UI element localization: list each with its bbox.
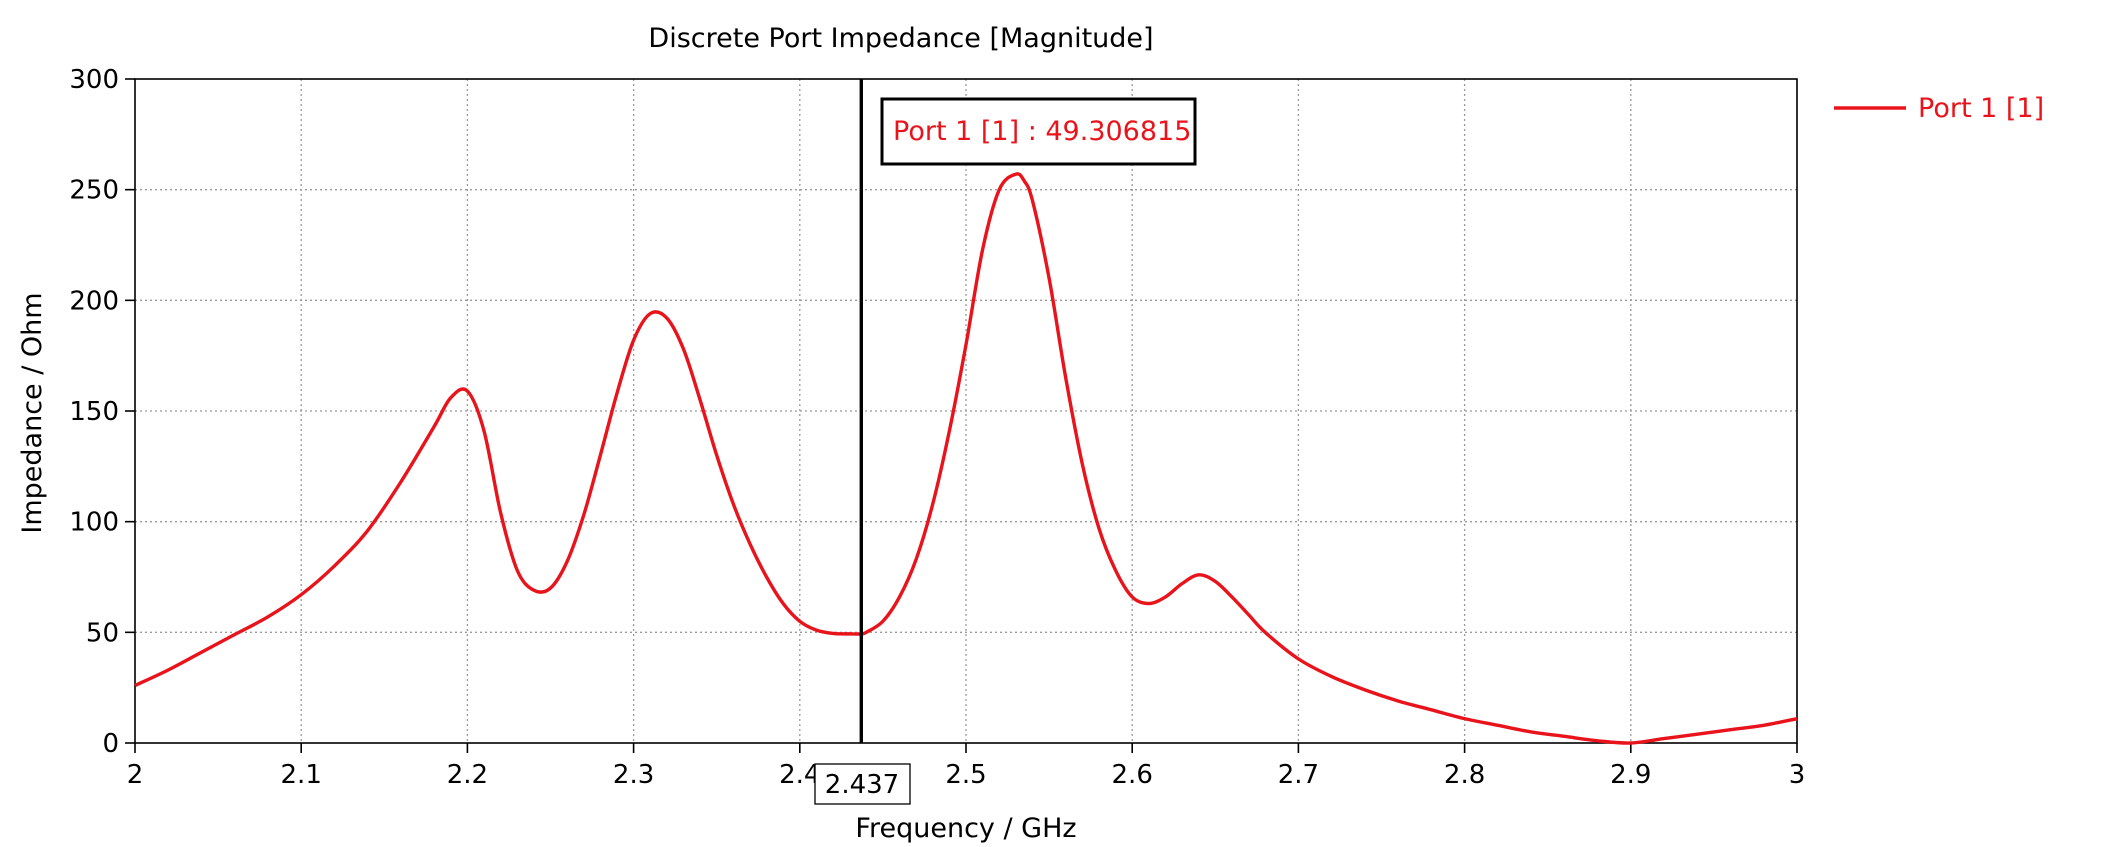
- y-tick-label: 50: [86, 618, 119, 648]
- chart-title: Discrete Port Impedance [Magnitude]: [648, 23, 1153, 54]
- x-axis-title: Frequency / GHz: [855, 813, 1076, 844]
- series-line-port-1: [134, 172, 1798, 745]
- x-tick-label: 2.6: [1112, 760, 1153, 790]
- y-tick-label: 100: [69, 508, 119, 538]
- marker-x-readout: 2.437: [814, 763, 911, 805]
- marker-value-box-frame: [880, 97, 1197, 166]
- legend-label-port-1: Port 1 [1]: [1918, 93, 2044, 124]
- legend: Port 1 [1]: [1834, 93, 2044, 124]
- y-tick-label: 250: [69, 176, 119, 206]
- x-tick-label: 2.2: [447, 760, 488, 790]
- marker-x-readout-label: 2.437: [825, 770, 899, 800]
- x-tick-label: 2.7: [1278, 760, 1319, 790]
- y-axis-title: Impedance / Ohm: [17, 292, 48, 533]
- marker-x-readout-frame: [814, 763, 911, 805]
- y-tick-label: 0: [102, 729, 119, 759]
- marker-value-box[interactable]: Port 1 [1] : 49.306815: [880, 97, 1197, 166]
- marker-value-label: Port 1 [1] : 49.306815: [893, 116, 1191, 147]
- x-tick-label: 2.1: [281, 760, 322, 790]
- y-axis-ticks: 0 50 100 150 200 250 300: [69, 65, 135, 759]
- x-tick-label: 2.4: [779, 760, 820, 790]
- grid-lines: [135, 79, 1797, 743]
- x-axis-ticks: 2 2.1 2.2 2.3 2.4 2.5 2.6 2.7 2.8 2.9 3: [127, 743, 1806, 790]
- series-layer: [134, 172, 1798, 745]
- y-tick-label: 200: [69, 286, 119, 316]
- x-tick-label: 2.9: [1610, 760, 1651, 790]
- x-tick-label: 3: [1789, 760, 1806, 790]
- x-tick-label: 2.5: [945, 760, 986, 790]
- y-tick-label: 300: [69, 65, 119, 95]
- y-tick-label: 150: [69, 397, 119, 427]
- x-tick-label: 2.3: [613, 760, 654, 790]
- x-tick-label: 2: [127, 760, 144, 790]
- x-tick-label: 2.8: [1444, 760, 1485, 790]
